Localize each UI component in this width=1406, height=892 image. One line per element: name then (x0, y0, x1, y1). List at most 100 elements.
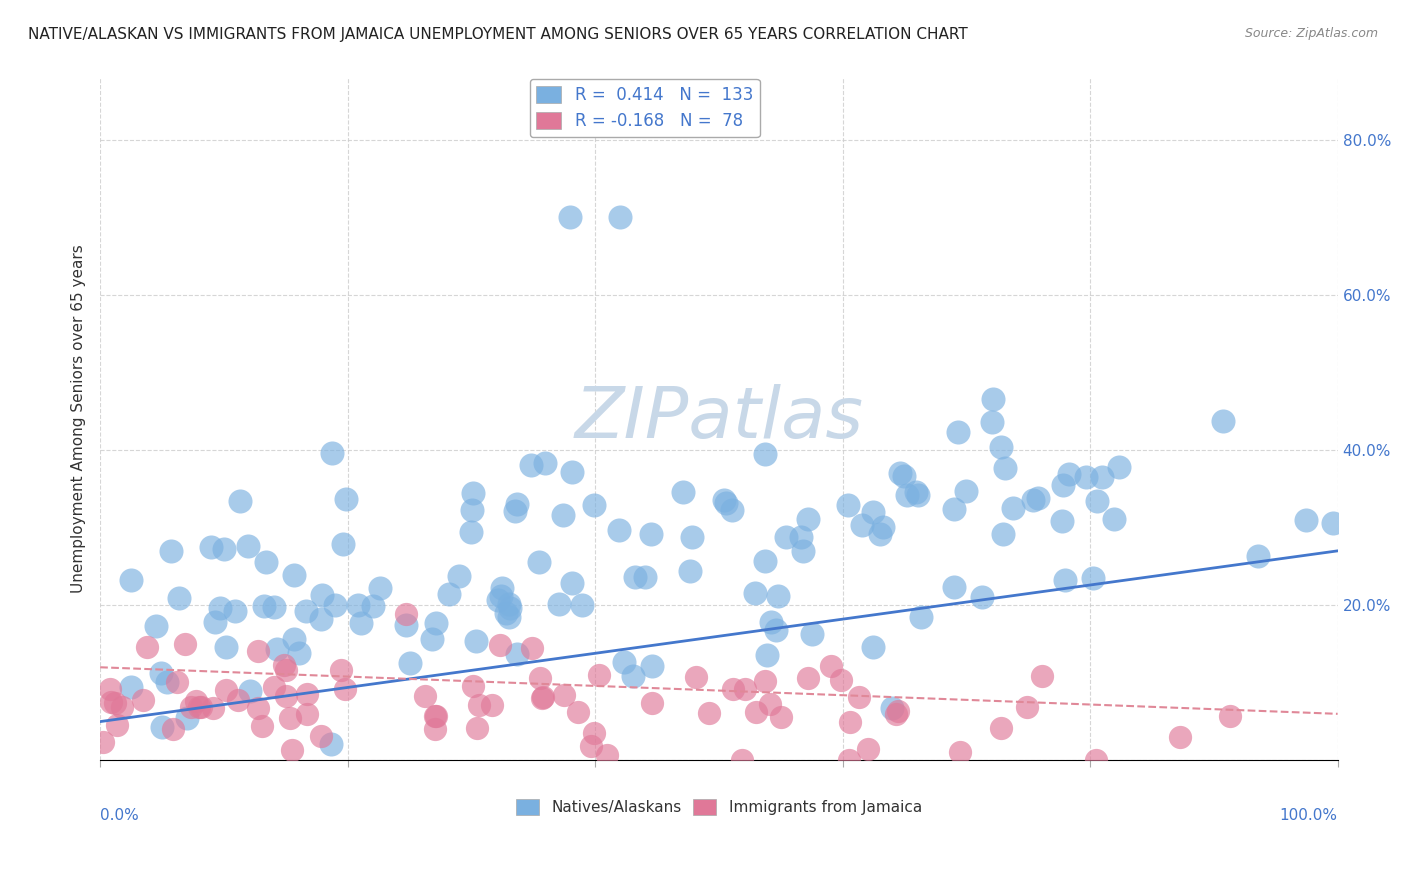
Point (520, 640, 543, 655)
Point (263, 599, 285, 614)
Text: Source: ZipAtlas.com: Source: ZipAtlas.com (1244, 27, 1378, 40)
Point (460, 503, 482, 517)
Point (236, 539, 259, 553)
Point (209, 601, 232, 615)
Point (838, 714, 860, 729)
Text: 100.0%: 100.0% (1279, 808, 1337, 823)
Point (283, 568, 305, 582)
Point (949, 745, 972, 759)
Point (981, 415, 1004, 429)
Point (734, 681, 756, 696)
Point (792, 544, 814, 558)
Point (765, 623, 787, 637)
Point (464, 634, 486, 648)
Point (756, 648, 779, 662)
Point (415, 689, 437, 703)
Point (754, 674, 776, 689)
Point (530, 691, 553, 706)
Point (731, 753, 754, 767)
Point (110, 699, 132, 714)
Point (567, 705, 589, 719)
Point (246, 700, 269, 714)
Point (162, 722, 184, 736)
Point (801, 627, 824, 641)
Point (439, 587, 461, 601)
Point (596, 748, 619, 763)
Point (461, 679, 484, 693)
Point (98, 681, 121, 696)
Point (499, 600, 522, 615)
Point (561, 576, 583, 591)
Point (361, 599, 384, 614)
Point (145, 618, 167, 632)
Point (274, 689, 297, 703)
Point (311, 729, 333, 743)
Point (640, 527, 662, 541)
Point (228, 693, 250, 707)
Point (942, 580, 965, 594)
Text: 0.0%: 0.0% (100, 808, 139, 823)
Point (613, 655, 636, 669)
Point (872, 519, 894, 533)
Point (759, 615, 782, 629)
Point (229, 494, 252, 508)
Point (1322, 516, 1344, 530)
Point (721, 682, 744, 697)
Point (582, 726, 605, 740)
Point (970, 590, 993, 604)
Point (423, 722, 446, 736)
Point (247, 644, 270, 658)
Point (422, 632, 444, 646)
Point (460, 525, 482, 540)
Point (886, 706, 908, 721)
Point (990, 721, 1012, 735)
Point (1219, 708, 1241, 723)
Point (495, 606, 517, 620)
Point (1295, 513, 1317, 527)
Point (150, 665, 173, 680)
Point (990, 440, 1012, 454)
Point (955, 484, 977, 499)
Point (624, 570, 647, 584)
Point (641, 659, 664, 673)
Point (887, 705, 910, 719)
Point (1084, 753, 1107, 767)
Point (588, 668, 610, 682)
Point (180, 700, 202, 714)
Point (105, 718, 128, 732)
Point (1001, 501, 1024, 516)
Point (349, 615, 371, 630)
Point (186, 694, 208, 708)
Point (685, 670, 707, 684)
Point (583, 498, 606, 512)
Point (1054, 573, 1077, 587)
Point (641, 696, 664, 710)
Point (553, 508, 575, 523)
Point (714, 495, 737, 509)
Point (335, 492, 357, 507)
Point (104, 696, 127, 710)
Point (425, 616, 447, 631)
Point (858, 742, 880, 756)
Point (498, 610, 520, 624)
Point (1102, 512, 1125, 526)
Point (120, 573, 142, 587)
Point (278, 711, 301, 725)
Point (534, 456, 557, 470)
Point (263, 680, 285, 694)
Point (395, 607, 418, 622)
Point (321, 446, 343, 460)
Point (948, 425, 970, 440)
Point (486, 592, 509, 607)
Point (531, 690, 554, 704)
Point (294, 604, 316, 618)
Point (174, 637, 197, 651)
Point (838, 753, 860, 767)
Point (1247, 549, 1270, 564)
Point (607, 523, 630, 537)
Point (93, 735, 115, 749)
Point (224, 604, 246, 618)
Point (368, 581, 391, 595)
Point (766, 589, 789, 603)
Point (214, 682, 236, 697)
